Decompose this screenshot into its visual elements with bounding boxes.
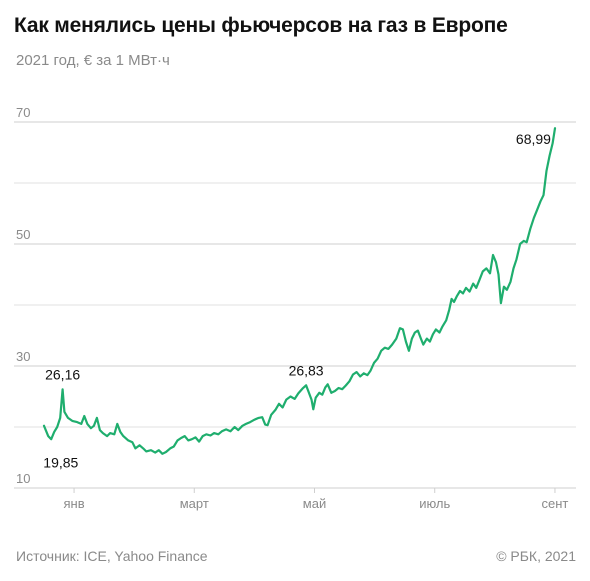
series-layer [42,127,557,455]
axis-ticks: 10 30 50 70 янв март май июль сент [16,105,568,511]
data-label: 26,83 [289,362,324,378]
data-label: 19,85 [43,454,78,470]
x-tick-label: март [180,496,209,511]
x-tick-label: май [303,496,326,511]
data-label: 26,16 [45,366,80,382]
series-line [42,127,557,455]
copyright-note: © РБК, 2021 [496,548,576,564]
chart-subtitle: 2021 год, € за 1 МВт·ч [16,52,170,69]
data-label: 68,99 [516,131,551,147]
x-tick-label: янв [63,496,84,511]
y-tick-label: 30 [16,349,30,364]
data-labels: 26,16 19,85 26,83 68,99 [43,131,551,470]
x-tick-label: сент [542,496,569,511]
y-tick-label: 70 [16,105,30,120]
y-tick-label: 50 [16,227,30,242]
grid-lines [14,121,576,489]
x-tick-label: июль [419,496,450,511]
chart-title: Как менялись цены фьючерсов на газ в Евр… [14,14,508,37]
source-note: Источник: ICE, Yahoo Finance [16,548,208,564]
y-tick-label: 10 [16,471,30,486]
